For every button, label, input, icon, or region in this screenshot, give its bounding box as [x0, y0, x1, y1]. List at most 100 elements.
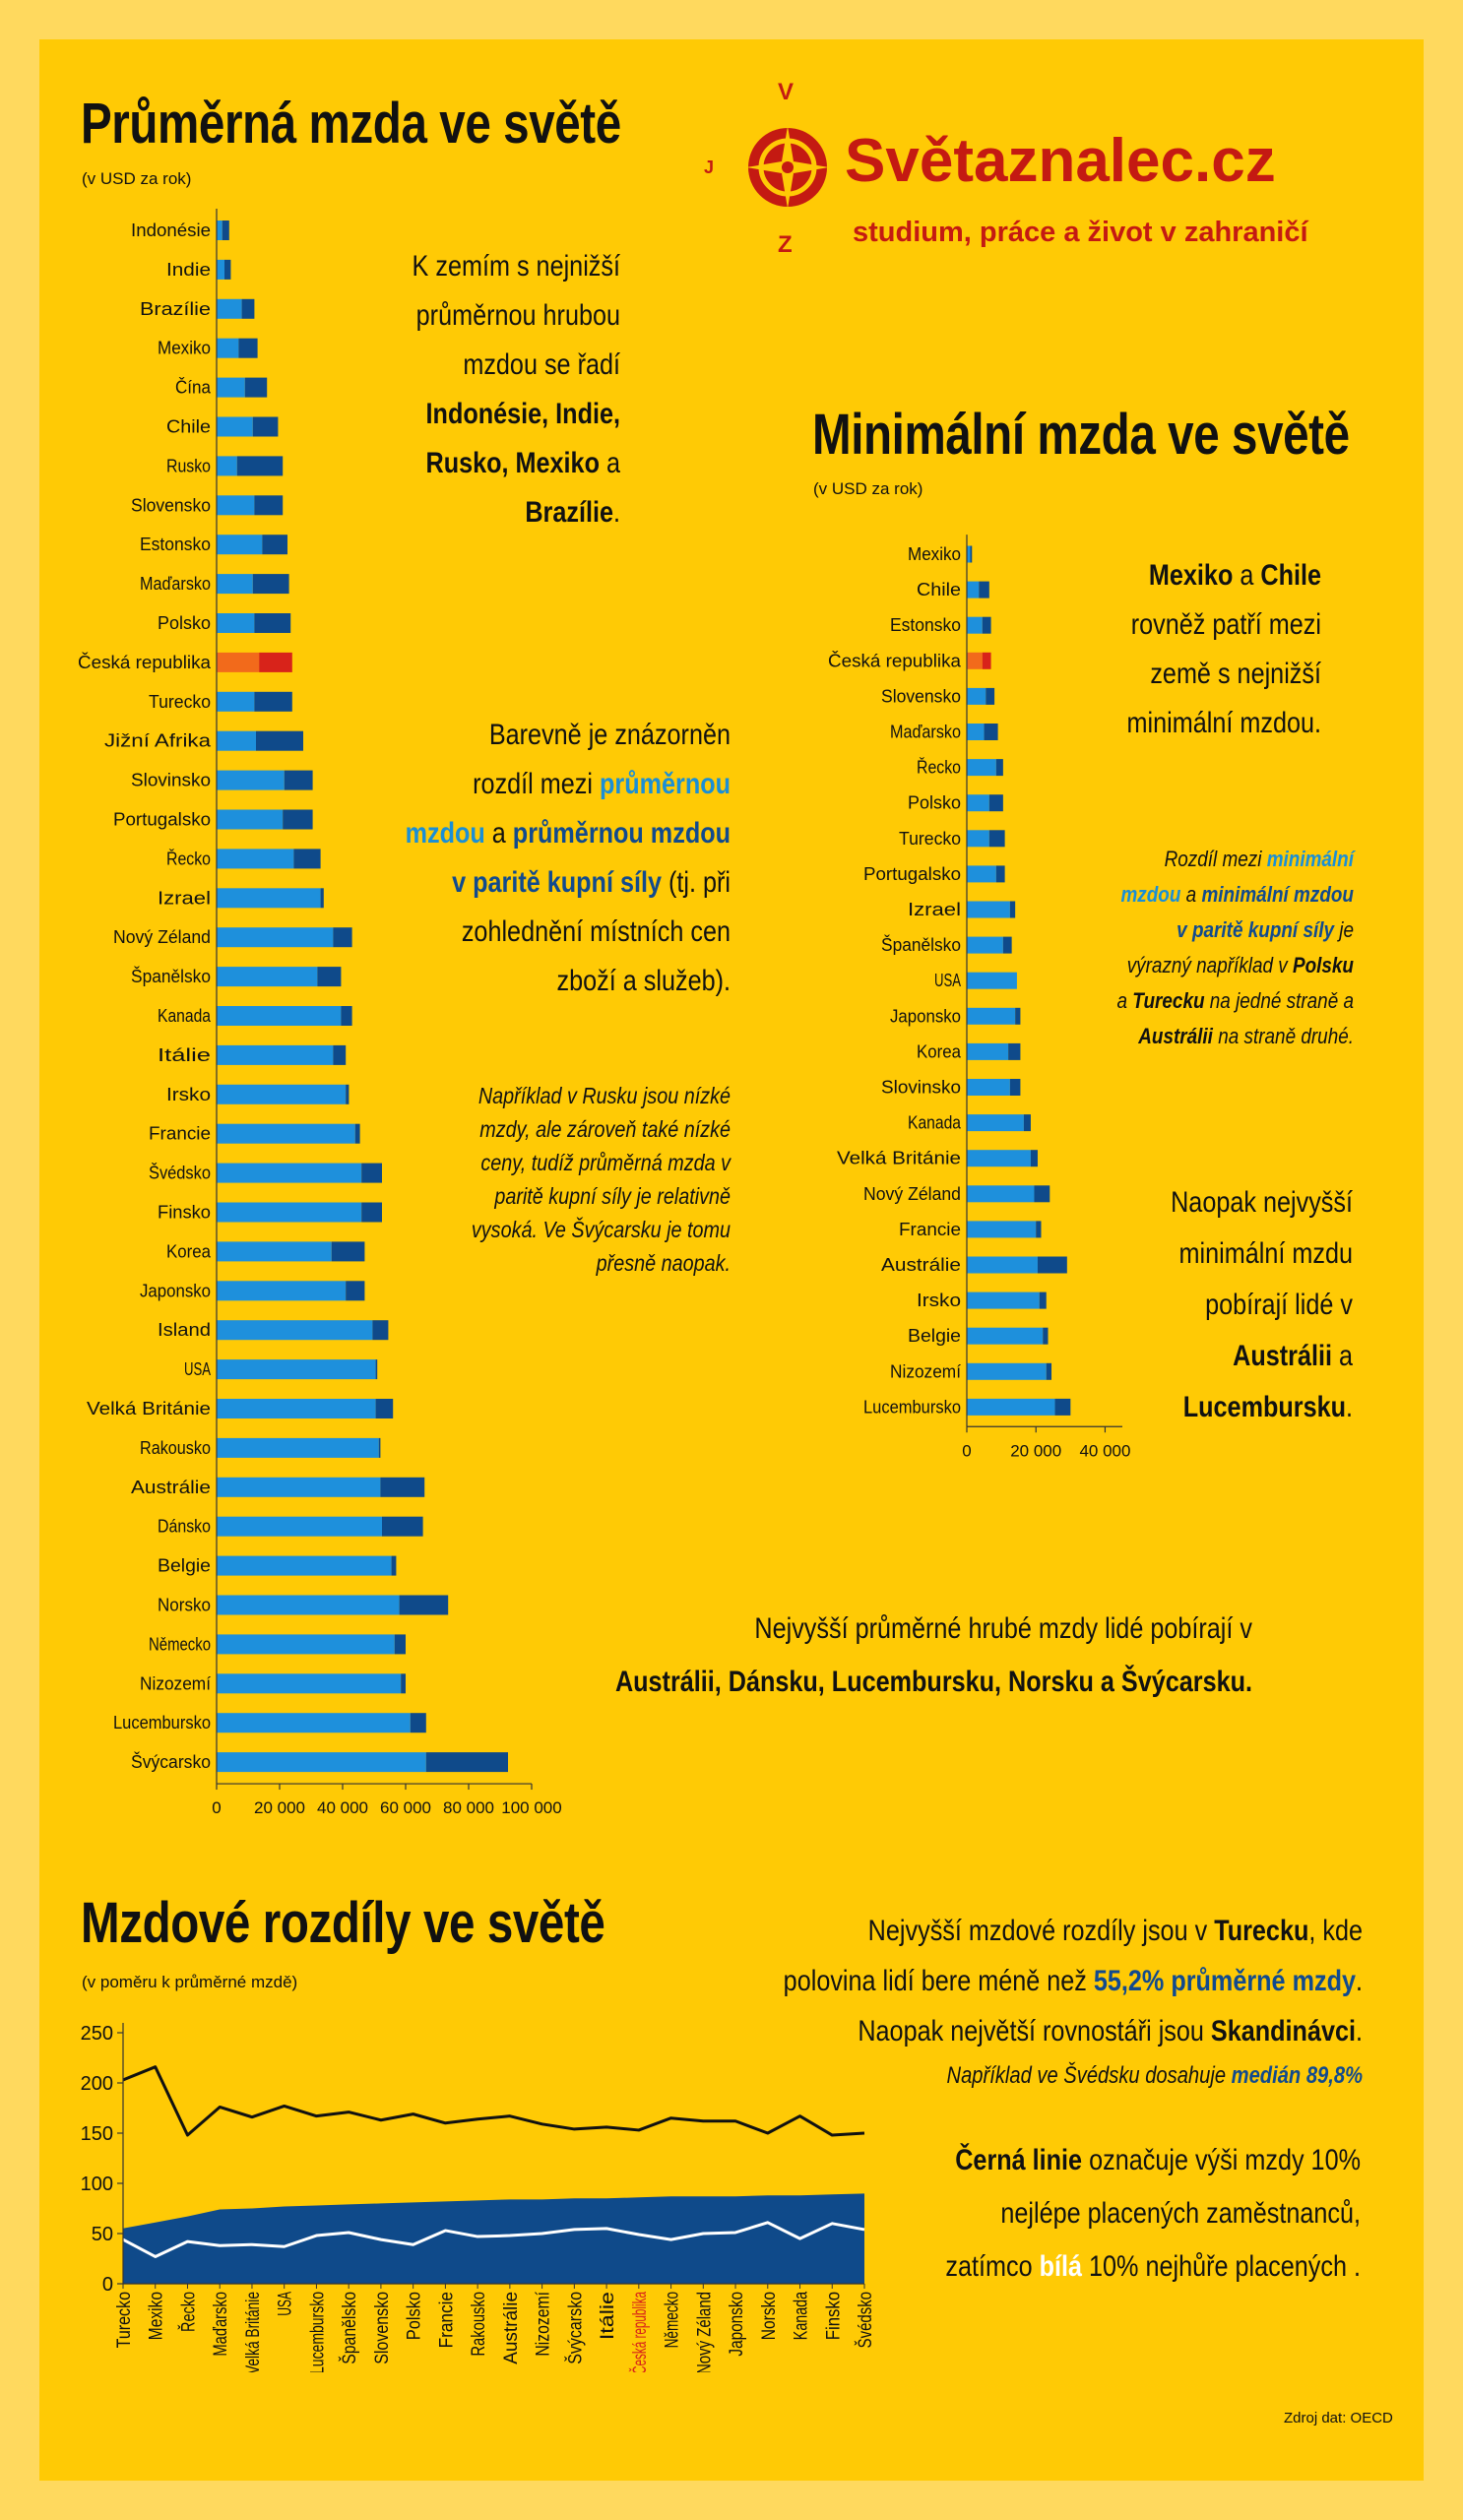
min-note-difference: Rozdíl mezi minimální mzdou a minimální … [1116, 847, 1354, 1048]
diff-note-turkey: Nejvyšší mzdové rozdíly jsou v Turecku, … [783, 1915, 1363, 2089]
bar-segment-b [256, 730, 303, 751]
bar-segment-a [967, 1327, 1044, 1345]
category-label: Nizozemí [140, 1673, 211, 1693]
bar-segment-a [217, 652, 260, 672]
y-tick-label: 50 [92, 2224, 113, 2245]
category-label: Česká republika [828, 650, 962, 670]
x-category-label: Japonsko [727, 2292, 747, 2357]
category-label: Japonsko [140, 1281, 211, 1300]
bar-segment-b [378, 1437, 381, 1458]
x-category-label: Austrálie [501, 2292, 522, 2364]
compass-icon [746, 126, 829, 209]
bar-segment-a [967, 687, 986, 705]
bar-segment-a [217, 888, 321, 909]
category-label: Korea [166, 1241, 212, 1261]
bar-segment-b [238, 338, 258, 358]
bar-segment-b [262, 535, 287, 555]
bar-segment-b [241, 298, 255, 319]
bar-segment-b [982, 616, 991, 634]
compass-letter-s: Z [778, 231, 793, 258]
y-tick-label: 200 [81, 2073, 113, 2095]
avg-note-example: Například v Rusku jsou nízké mzdy, ale z… [471, 1083, 731, 1276]
x-category-label: Německo [663, 2292, 683, 2348]
bar-segment-b [1039, 1292, 1047, 1309]
bar-segment-a [217, 1516, 382, 1537]
category-label: Indonésie [131, 220, 211, 240]
category-label: Chile [917, 580, 961, 599]
bar-segment-a [217, 574, 253, 595]
x-tick-label: 100 000 [501, 1798, 561, 1817]
bar-segment-b [1009, 901, 1016, 918]
x-category-label: Itálie [598, 2292, 618, 2340]
avg-note-highest: Nejvyšší průměrné hrubé mzdy lidé pobíra… [614, 1612, 1252, 1698]
bar-segment-b [995, 759, 1003, 777]
bar-segment-b [331, 1241, 365, 1262]
bar-segment-b [394, 1634, 406, 1655]
category-label: Kanada [158, 1006, 212, 1026]
bottom-decile-line [122, 2221, 865, 2258]
category-label: Slovinsko [881, 1078, 961, 1098]
bar-segment-b [1036, 1221, 1042, 1238]
bar-segment-b [410, 1713, 426, 1733]
bar-segment-b [254, 613, 291, 633]
category-label: Brazílie [140, 299, 211, 319]
x-category-label: Česká republika [629, 2292, 651, 2372]
category-label: Nový Zéland [113, 927, 211, 947]
category-label: Čína [175, 377, 212, 398]
bar-segment-b [380, 1477, 425, 1497]
bar-segment-b [372, 1320, 389, 1341]
bar-segment-a [217, 1595, 400, 1615]
bar-segment-a [217, 1202, 362, 1223]
wage-difference-chart: 0 50 100 150 200 250 Turecko Mexiko Řecko Maďarsk… [81, 2023, 876, 2372]
bar-segment-a [217, 1123, 355, 1144]
category-label: Island [158, 1320, 211, 1340]
bar-segment-b [346, 1084, 350, 1104]
bar-segment-b [333, 927, 352, 948]
bar-segment-b [979, 581, 989, 598]
bar-segment-b [236, 456, 284, 476]
bar-segment-a [967, 865, 996, 883]
bar-segment-b [341, 1006, 352, 1026]
diff-subtitle: (v poměru k průměrné mzdě) [82, 1973, 298, 1991]
bar-segment-a [967, 1292, 1040, 1309]
bar-segment-a [967, 1398, 1055, 1416]
x-category-label: Maďarsko [211, 2292, 231, 2357]
category-label: Francie [149, 1124, 211, 1144]
bar-segment-b [317, 967, 342, 987]
x-category-label: Norsko [759, 2292, 780, 2340]
bar-segment-a [217, 1320, 373, 1341]
category-label: Jižní Afrika [104, 731, 212, 751]
bar-segment-a [217, 259, 224, 280]
bar-segment-a [967, 616, 983, 634]
category-label: Belgie [908, 1326, 961, 1346]
category-label: Řecko [917, 758, 961, 778]
bar-segment-b [252, 416, 279, 437]
logo-subtitle: studium, práce a život v zahraničí [853, 217, 1308, 248]
bar-segment-b [224, 259, 231, 280]
bar-segment-b [984, 724, 998, 740]
category-label: Francie [899, 1220, 961, 1239]
bar-segment-a [217, 849, 294, 869]
bar-segment-a [217, 338, 239, 358]
bar-segment-b [1023, 1114, 1031, 1132]
x-category-label: Velká Británie [243, 2292, 264, 2372]
bar-segment-a [967, 1150, 1031, 1167]
bar-segment-a [967, 936, 1003, 954]
bar-segment-b [259, 652, 292, 672]
bar-segment-a [967, 545, 971, 563]
bar-segment-b [1008, 1042, 1021, 1060]
bar-segment-a [217, 495, 255, 516]
x-category-label: Finsko [823, 2292, 844, 2340]
x-category-label: Řecko [177, 2292, 199, 2332]
bar-segment-b [425, 1752, 508, 1773]
category-label: Mexiko [908, 544, 961, 564]
bar-segment-a [967, 1256, 1038, 1274]
category-label: Austrálie [881, 1255, 961, 1275]
bar-segment-b [375, 1359, 378, 1380]
bar-segment-a [967, 1221, 1037, 1238]
bar-segment-b [988, 794, 1003, 812]
category-label: Česká republika [78, 652, 212, 672]
bar-segment-b [995, 865, 1005, 883]
bar-segment-a [217, 1477, 381, 1497]
bar-segment-b [254, 691, 292, 712]
